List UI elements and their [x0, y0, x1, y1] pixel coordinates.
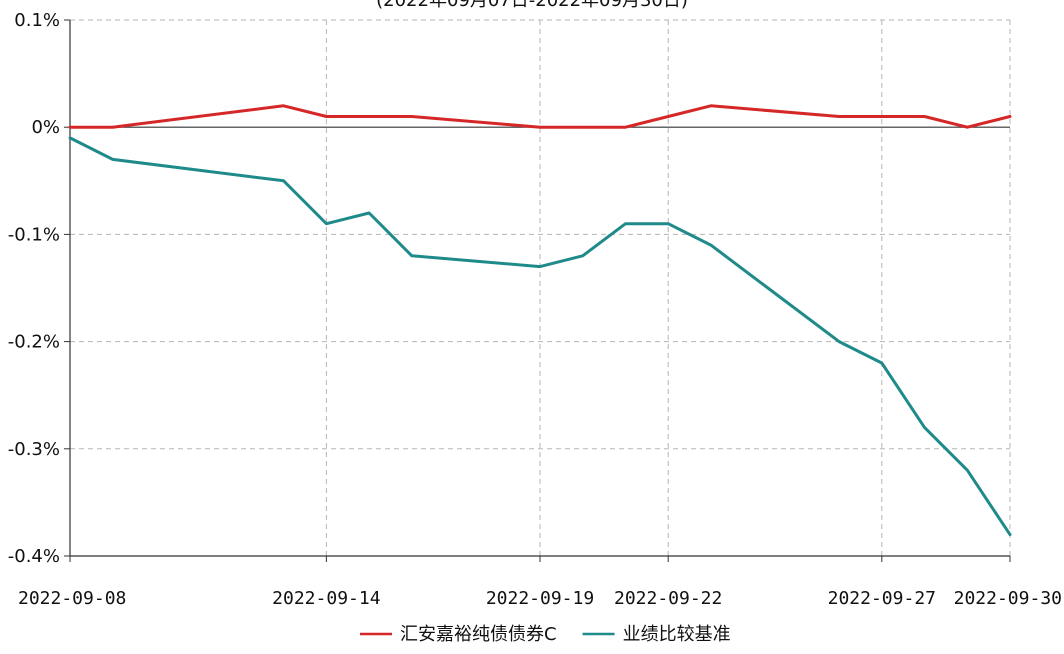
- x-tick-label: 2022-09-08: [18, 588, 126, 609]
- y-tick-label: -0.4%: [8, 546, 60, 567]
- x-tick-label: 2022-09-22: [614, 588, 722, 609]
- x-tick-label: 2022-09-14: [272, 588, 380, 609]
- series-layer: [68, 104, 1012, 537]
- x-tick-label: 2022-09-30: [954, 588, 1062, 609]
- chart-subtitle: (2022年09月07日-2022年09月30日): [376, 0, 688, 11]
- y-tick-label: -0.3%: [8, 439, 60, 460]
- y-tick-label: -0.2%: [8, 332, 60, 353]
- axis-layer: 0.1% 0% -0.1% -0.2% -0.3% -0.4% 2022-09-08 2022…: [8, 10, 1062, 609]
- x-tick-label: 2022-09-19: [486, 588, 594, 609]
- y-tick-label: 0%: [31, 117, 60, 138]
- x-tick-label: 2022-09-27: [828, 588, 936, 609]
- series-line-1: [68, 104, 1012, 129]
- series-line-2: [68, 136, 1012, 537]
- legend-label-1: 汇安嘉裕纯债债券C: [400, 624, 557, 645]
- y-tick-label: 0.1%: [14, 10, 60, 31]
- legend: 汇安嘉裕纯债债券C 业绩比较基准: [360, 624, 731, 645]
- y-tick-label: -0.1%: [8, 224, 60, 245]
- grid-layer: [69, 19, 1011, 557]
- legend-label-2: 业绩比较基准: [623, 624, 731, 645]
